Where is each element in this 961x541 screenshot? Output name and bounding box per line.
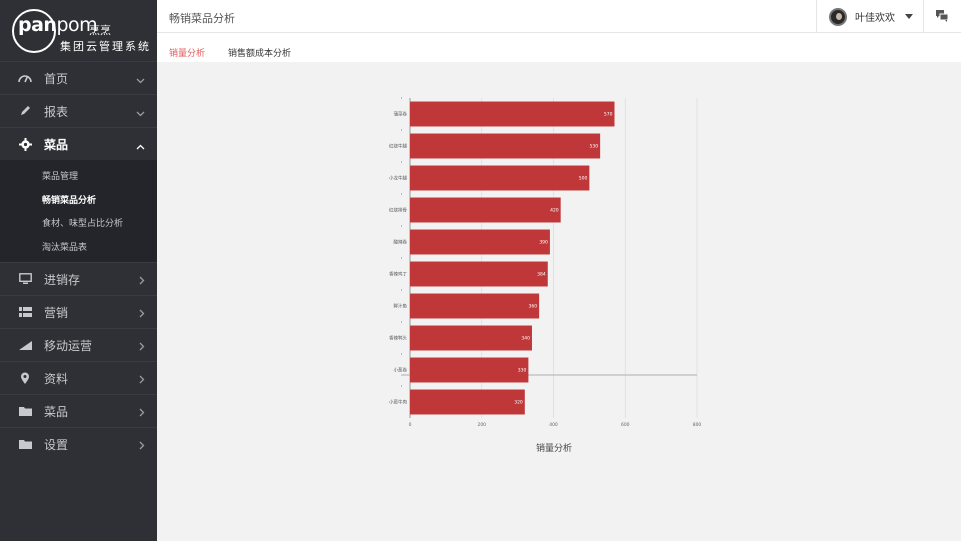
folder-icon: [18, 404, 32, 418]
y-category-label: 香辣鸡丁: [389, 271, 407, 278]
bar-value-label: 330: [518, 368, 527, 374]
sidebar-item-home[interactable]: 首页: [0, 61, 157, 94]
sidebar-item-label: 进销存: [44, 272, 81, 287]
page-title: 畅销菜品分析: [169, 12, 235, 25]
y-category-label: 小葱牛肉: [389, 399, 407, 406]
submenu-item-bestseller-analysis[interactable]: 畅销菜品分析: [42, 195, 97, 206]
sidebar: panpom 烹烹 集团云管理系统 首页 报表 菜品 菜品管理 畅销菜品分析 食…: [0, 0, 157, 541]
bar-value-label: 320: [514, 400, 523, 406]
x-tick-label: 200: [477, 422, 486, 428]
messages-button[interactable]: [923, 0, 961, 33]
monitor-icon: [18, 272, 32, 286]
y-category-label: 蒲菜卷: [394, 111, 408, 118]
sidebar-item-settings[interactable]: 设置: [0, 427, 157, 460]
bar: [410, 389, 525, 415]
y-category-label: 香辣鸭头: [389, 335, 407, 342]
chat-bubbles-icon: [936, 7, 949, 26]
sidebar-item-label: 资料: [44, 371, 69, 386]
user-menu[interactable]: 叶佳欢欢: [816, 0, 923, 33]
bar-value-label: 384: [537, 272, 546, 278]
sidebar-item-label: 菜品: [44, 404, 69, 419]
sidebar-item-label: 首页: [44, 71, 69, 86]
submenu-item-eliminated-dishes[interactable]: 淘汰菜品表: [42, 242, 88, 253]
bar: [410, 261, 548, 287]
sidebar-item-mobile-ops[interactable]: 移动运营: [0, 328, 157, 361]
y-category-label: 小龙牛腿: [389, 175, 407, 182]
logo-subtitle: 集团云管理系统: [60, 40, 151, 53]
sidebar-item-dishes[interactable]: 菜品: [0, 127, 157, 160]
chevron-down-icon: [136, 106, 145, 120]
caret-down-icon: [905, 14, 913, 19]
user-name: 叶佳欢欢: [855, 13, 895, 24]
tab-revenue-cost[interactable]: 销售额成本分析: [228, 49, 292, 59]
chevron-right-icon: [139, 340, 145, 354]
sidebar-item-label: 报表: [44, 104, 69, 119]
tab-bar: 销量分析 销售额成本分析: [157, 33, 961, 65]
dishes-submenu: 菜品管理 畅销菜品分析 食材、味型占比分析 淘汰菜品表: [0, 160, 157, 262]
bar-value-label: 570: [604, 112, 613, 118]
bar-value-label: 500: [579, 176, 588, 182]
bar-value-label: 420: [550, 208, 559, 214]
submenu-item-ingredient-ratio[interactable]: 食材、味型占比分析: [42, 219, 124, 230]
x-tick-label: 800: [693, 422, 702, 428]
sidebar-item-data[interactable]: 资料: [0, 361, 157, 394]
chevron-right-icon: [139, 406, 145, 420]
y-category-label: 红烧排骨: [389, 207, 407, 214]
chevron-right-icon: [139, 274, 145, 288]
sidebar-item-reports[interactable]: 报表: [0, 94, 157, 127]
x-tick-label: 600: [621, 422, 630, 428]
chart-panel: 0 200 400 600 800 蒲菜卷 570 红烧牛腿 530 小龙牛腿 500 红烧排骨 420…: [157, 62, 961, 541]
chevron-right-icon: [139, 307, 145, 321]
gauge-icon: [18, 71, 32, 85]
chevron-up-icon: [136, 139, 145, 153]
avatar: [829, 7, 847, 26]
grid-icon: [18, 305, 32, 319]
bar: [410, 325, 532, 351]
gear-icon: [18, 137, 32, 151]
y-category-label: 小葱卷: [394, 367, 408, 374]
bar-value-label: 530: [590, 144, 599, 150]
sidebar-item-label: 菜品: [44, 137, 69, 152]
bar-value-label: 390: [539, 240, 548, 246]
bar: [410, 165, 590, 191]
bar: [410, 133, 601, 159]
sidebar-item-inventory[interactable]: 进销存: [0, 262, 157, 295]
y-category-label: 红烧牛腿: [389, 143, 407, 150]
logo-text: panpom: [18, 14, 98, 36]
submenu-item-dish-management[interactable]: 菜品管理: [42, 172, 79, 183]
chevron-right-icon: [139, 373, 145, 387]
chevron-right-icon: [139, 439, 145, 453]
bar: [410, 293, 540, 319]
sidebar-item-label: 移动运营: [44, 338, 93, 353]
x-tick-label: 0: [409, 422, 412, 428]
x-tick-label: 400: [549, 422, 558, 428]
bar-value-label: 340: [521, 336, 530, 342]
sidebar-item-label: 营销: [44, 305, 69, 320]
bar: [410, 101, 615, 127]
logo-cn: 烹烹: [89, 24, 111, 37]
bar: [410, 197, 561, 223]
y-category-label: 鲜汁鱼: [394, 303, 408, 310]
chart-xlabel: 销量分析: [536, 444, 573, 454]
app-logo[interactable]: panpom 烹烹 集团云管理系统: [0, 0, 157, 61]
top-header: 畅销菜品分析 叶佳欢欢: [157, 0, 961, 33]
bar-chart: 0 200 400 600 800 蒲菜卷 570 红烧牛腿 530 小龙牛腿 500 红烧排骨 420…: [389, 97, 702, 428]
pencil-icon: [18, 104, 32, 118]
chevron-down-icon: [136, 73, 145, 87]
signal-icon: [18, 338, 32, 352]
sidebar-item-dishes-2[interactable]: 菜品: [0, 394, 157, 427]
bar: [410, 229, 550, 255]
bar-value-label: 360: [529, 304, 538, 310]
folder-icon: [18, 437, 32, 451]
sidebar-item-marketing[interactable]: 营销: [0, 295, 157, 328]
sidebar-item-label: 设置: [44, 437, 69, 452]
bar: [410, 357, 529, 383]
location-pin-icon: [18, 371, 32, 385]
y-category-label: 酸辣卷: [394, 239, 408, 246]
logo-circle-icon: [12, 8, 56, 53]
